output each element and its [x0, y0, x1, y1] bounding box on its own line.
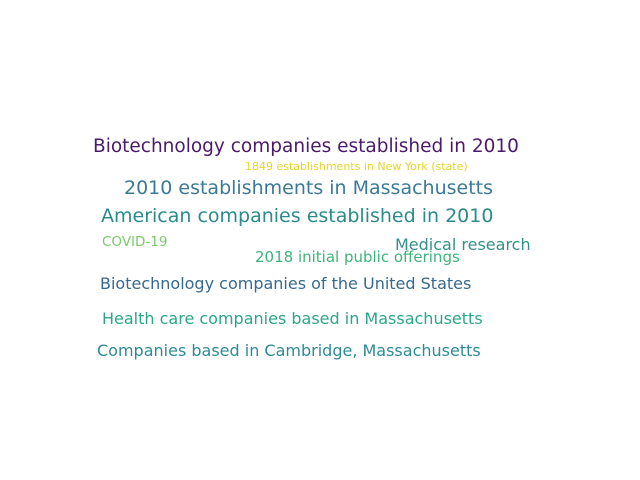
word-health-care-companies-massachusetts: Health care companies based in Massachus… [102, 309, 483, 328]
word-biotech-companies-2010: Biotechnology companies established in 2… [93, 136, 519, 157]
word-1849-establishments-new-york: 1849 establishments in New York (state) [245, 160, 468, 173]
word-medical-research: Medical research [395, 235, 531, 254]
word-2018-ipos: 2018 initial public offerings [255, 248, 460, 266]
word-american-companies-2010: American companies established in 2010 [101, 205, 494, 227]
word-covid-19: COVID-19 [102, 234, 168, 250]
word-2010-establishments-massachusetts: 2010 establishments in Massachusetts [124, 177, 494, 199]
word-companies-cambridge-massachusetts: Companies based in Cambridge, Massachuse… [97, 341, 481, 360]
word-biotech-companies-us: Biotechnology companies of the United St… [100, 274, 472, 293]
